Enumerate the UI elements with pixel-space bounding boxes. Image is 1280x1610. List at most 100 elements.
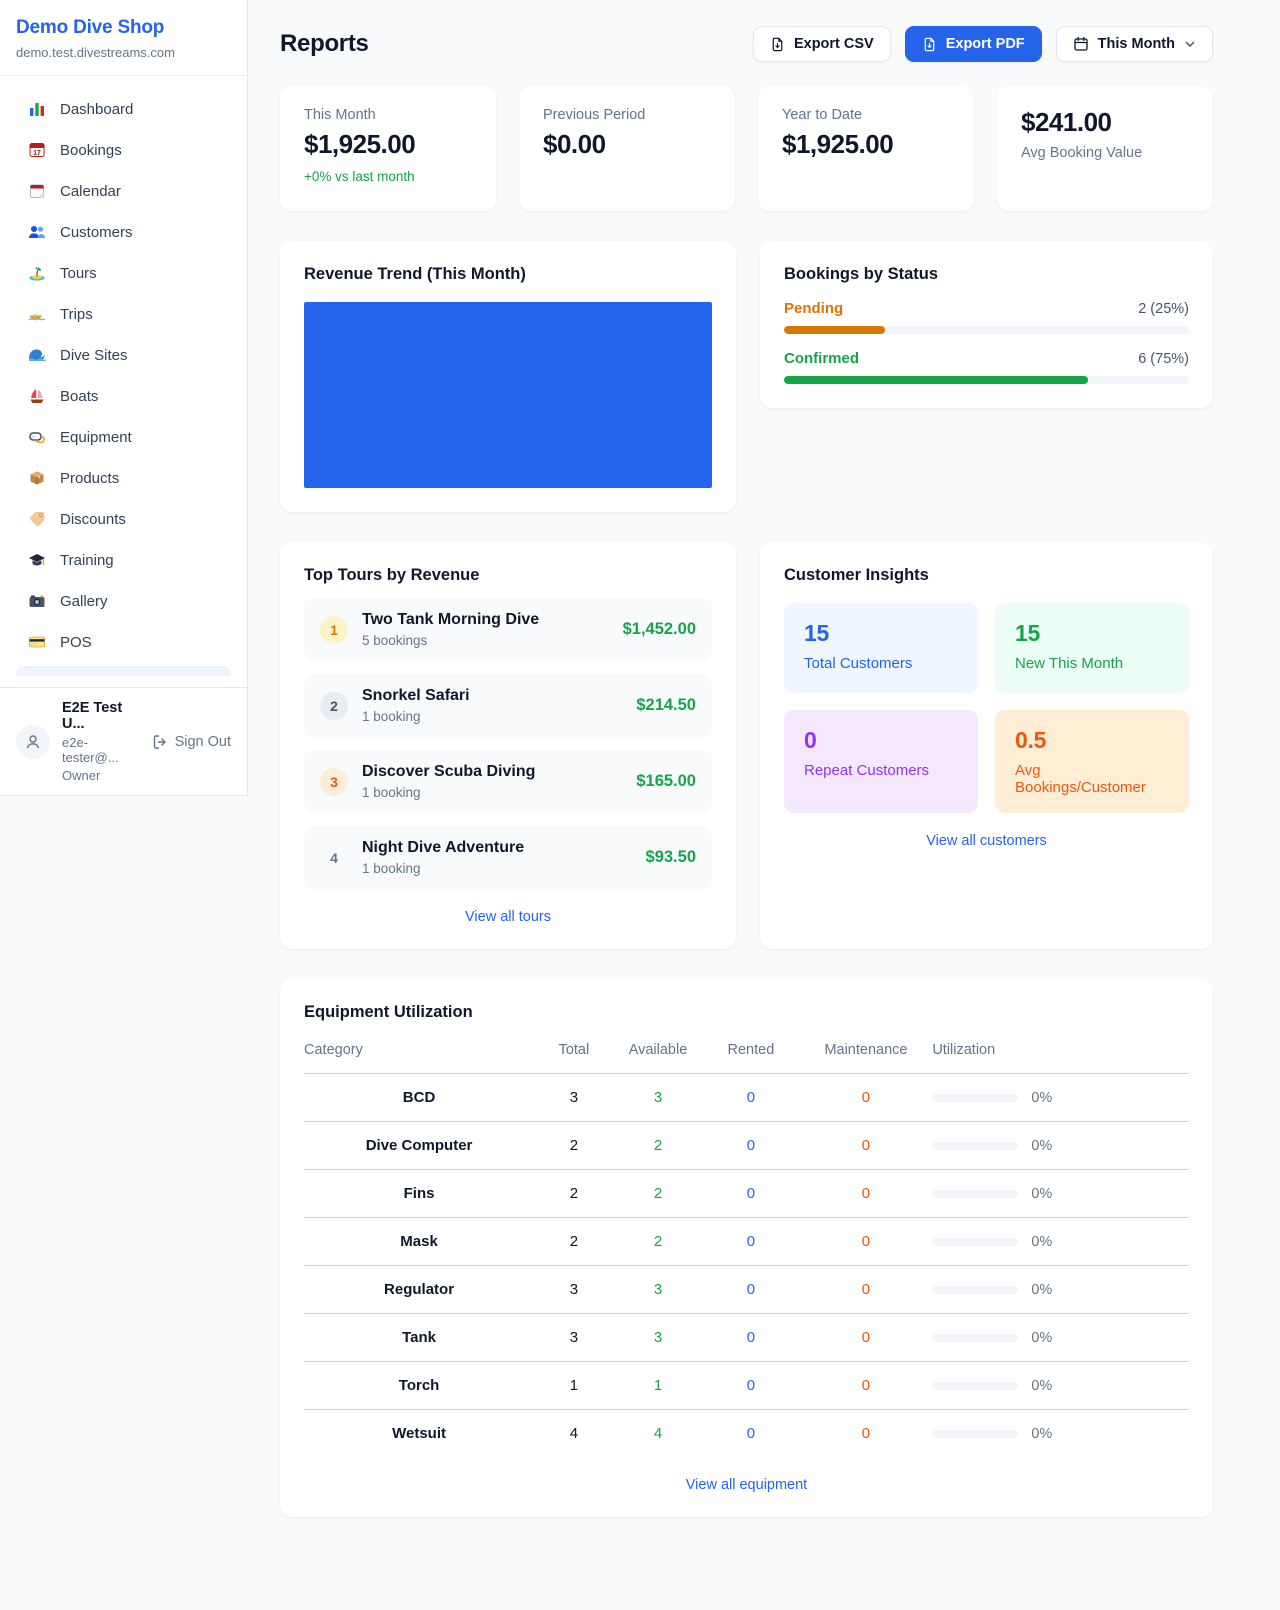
user-panel: E2E Test U... e2e-tester@... Owner Sign … bbox=[0, 687, 247, 795]
tile-label: Total Customers bbox=[804, 655, 913, 672]
equipment-table: Category Total Available Rented Maintena… bbox=[304, 1030, 1189, 1457]
table-row: Fins 2 2 0 0 0% bbox=[304, 1169, 1189, 1218]
sidebar-item-calendar[interactable]: Calendar bbox=[12, 172, 235, 210]
sidebar-item-customers[interactable]: Customers bbox=[12, 213, 235, 251]
sign-out-button[interactable]: Sign Out bbox=[152, 734, 231, 750]
sidebar-item-label: Dashboard bbox=[60, 100, 134, 118]
bar-chart-icon bbox=[28, 100, 46, 118]
tile-label: New This Month bbox=[1015, 655, 1124, 672]
sidebar-item-label: Trips bbox=[60, 305, 93, 323]
file-export-icon bbox=[772, 37, 783, 51]
sidebar-item-pos[interactable]: POS bbox=[12, 623, 235, 661]
stat-card-previous-period: Previous Period $0.00 bbox=[519, 86, 735, 211]
col-header-maintenance: Maintenance bbox=[799, 1030, 933, 1074]
page-header: Reports Export CSV Export PDF This Month bbox=[280, 26, 1213, 62]
tile-label: Avg Bookings/Customer bbox=[1015, 762, 1146, 796]
sidebar-item-boats[interactable]: Boats bbox=[12, 377, 235, 415]
view-all-equipment-link[interactable]: View all equipment bbox=[304, 1477, 1189, 1493]
user-role: Owner bbox=[62, 768, 101, 783]
stat-card-year-to-date: Year to Date $1,925.00 bbox=[758, 86, 974, 211]
tour-revenue: $214.50 bbox=[636, 696, 696, 714]
rank-badge: 4 bbox=[330, 849, 338, 866]
package-icon bbox=[28, 469, 46, 487]
insight-tile-new-this-month: 15 New This Month bbox=[995, 603, 1189, 693]
sidebar-item-label: POS bbox=[60, 633, 92, 651]
status-label: Confirmed bbox=[784, 350, 859, 367]
tile-value: 15 bbox=[1015, 620, 1040, 646]
sidebar-item-reports-selected-partial[interactable] bbox=[16, 666, 231, 676]
stat-card-this-month: This Month $1,925.00 +0% vs last month bbox=[280, 86, 496, 211]
status-bar-fill bbox=[784, 376, 1088, 384]
credit-card-icon bbox=[28, 633, 46, 651]
rank-badge: 2 bbox=[320, 691, 348, 720]
table-row: Dive Computer 2 2 0 0 0% bbox=[304, 1121, 1189, 1170]
sidebar-item-label: Discounts bbox=[60, 510, 126, 528]
user-email: e2e-tester@... bbox=[62, 735, 119, 765]
diving-mask-icon bbox=[28, 428, 46, 446]
utilization-bar bbox=[932, 1333, 1019, 1342]
sidebar-item-label: Training bbox=[60, 551, 114, 569]
export-pdf-button[interactable]: Export PDF bbox=[904, 26, 1042, 62]
stat-value: $1,925.00 bbox=[782, 129, 894, 159]
export-csv-button[interactable]: Export CSV bbox=[752, 26, 891, 62]
sidebar-item-label: Bookings bbox=[60, 141, 122, 159]
card-title: Bookings by Status bbox=[784, 265, 939, 283]
sidebar-item-label: Dive Sites bbox=[60, 346, 128, 364]
col-header-total: Total bbox=[534, 1030, 614, 1074]
table-row: BCD 3 3 0 0 0% bbox=[304, 1073, 1189, 1122]
sidebar-item-equipment[interactable]: Equipment bbox=[12, 418, 235, 456]
col-header-utilization: Utilization bbox=[932, 1030, 1189, 1074]
sidebar-item-discounts[interactable]: Discounts bbox=[12, 500, 235, 538]
insight-tile-repeat-customers: 0 Repeat Customers bbox=[784, 710, 978, 813]
bookings-by-status-card: Bookings by Status Pending 2 (25%) Confi… bbox=[760, 241, 1213, 408]
top-tours-card: Top Tours by Revenue 1 Two Tank Morning … bbox=[280, 542, 736, 949]
tour-row: 4 Night Dive Adventure 1 booking $93.50 bbox=[304, 826, 712, 889]
col-header-available: Available bbox=[613, 1030, 703, 1074]
col-header-category: Category bbox=[304, 1030, 535, 1074]
table-row: Torch 1 1 0 0 0% bbox=[304, 1361, 1189, 1410]
tour-bookings: 1 booking bbox=[362, 785, 421, 800]
tile-value: 0.5 bbox=[1015, 727, 1047, 753]
island-icon bbox=[28, 264, 46, 282]
insight-tile-avg-bookings: 0.5 Avg Bookings/Customer bbox=[995, 710, 1189, 813]
stat-value: $1,925.00 bbox=[304, 129, 416, 159]
sidebar-item-products[interactable]: Products bbox=[12, 459, 235, 497]
equipment-utilization-card: Equipment Utilization Category Total Ava… bbox=[280, 979, 1213, 1517]
card-title: Customer Insights bbox=[784, 566, 929, 584]
logout-icon bbox=[153, 734, 166, 749]
card-title: Equipment Utilization bbox=[304, 1003, 473, 1021]
stat-delta: +0% vs last month bbox=[304, 169, 415, 184]
card-title: Revenue Trend (This Month) bbox=[304, 265, 526, 283]
user-info: E2E Test U... e2e-tester@... Owner bbox=[62, 700, 136, 783]
period-dropdown[interactable]: This Month bbox=[1055, 26, 1213, 62]
view-all-customers-link[interactable]: View all customers bbox=[784, 833, 1189, 849]
sidebar-item-training[interactable]: Training bbox=[12, 541, 235, 579]
sidebar-item-label: Products bbox=[60, 469, 120, 487]
sidebar-item-label: Tours bbox=[60, 264, 97, 282]
sidebar-item-bookings[interactable]: 17 Bookings bbox=[12, 131, 235, 169]
file-export-icon bbox=[924, 37, 935, 51]
sidebar-item-dive-sites[interactable]: Dive Sites bbox=[12, 336, 235, 374]
calendar-icon bbox=[1074, 36, 1088, 51]
col-header-rented: Rented bbox=[702, 1030, 800, 1074]
sidebar-item-dashboard[interactable]: Dashboard bbox=[12, 90, 235, 128]
tour-bookings: 1 booking bbox=[362, 709, 421, 724]
insight-tile-total-customers: 15 Total Customers bbox=[784, 603, 978, 693]
card-title: Top Tours by Revenue bbox=[304, 566, 480, 584]
tile-label: Repeat Customers bbox=[804, 762, 930, 779]
revenue-trend-bar bbox=[304, 302, 712, 488]
utilization-bar bbox=[932, 1429, 1019, 1438]
status-label: Pending bbox=[784, 300, 844, 317]
sidebar-item-tours[interactable]: Tours bbox=[12, 254, 235, 292]
sidebar: Demo Dive Shop demo.test.divestreams.com… bbox=[0, 0, 248, 796]
view-all-tours-link[interactable]: View all tours bbox=[304, 909, 712, 925]
table-row: Mask 2 2 0 0 0% bbox=[304, 1217, 1189, 1266]
sidebar-item-gallery[interactable]: Gallery bbox=[12, 582, 235, 620]
insights-row: Top Tours by Revenue 1 Two Tank Morning … bbox=[280, 542, 1213, 949]
sidebar-item-trips[interactable]: Trips bbox=[12, 295, 235, 333]
revenue-trend-card: Revenue Trend (This Month) bbox=[280, 241, 736, 512]
rank-badge: 3 bbox=[320, 767, 348, 796]
utilization-bar bbox=[932, 1237, 1019, 1246]
calendar-date-icon: 17 bbox=[28, 141, 46, 159]
graduation-cap-icon bbox=[28, 551, 46, 569]
